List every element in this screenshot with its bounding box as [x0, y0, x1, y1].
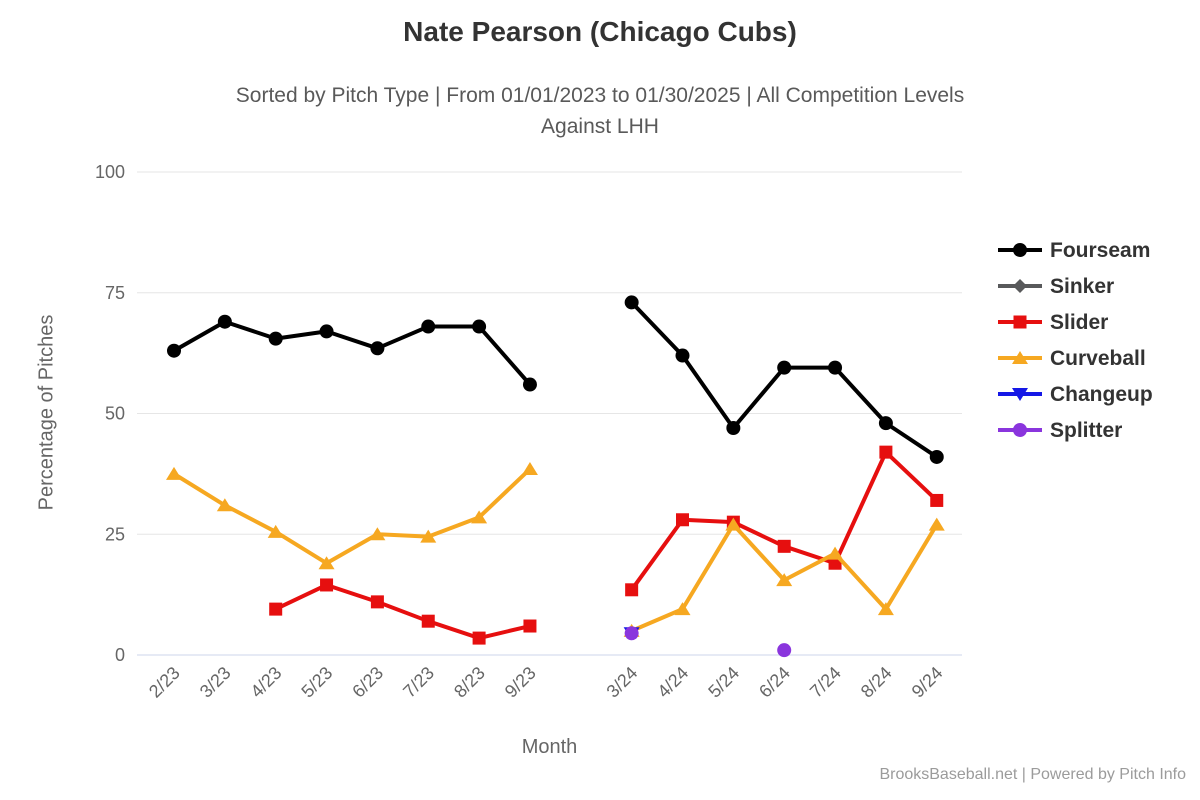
fourseam-point-9/24[interactable]	[929, 449, 944, 464]
splitter-point-6/24[interactable]	[777, 643, 792, 658]
splitter-legend-marker[interactable]	[1013, 423, 1027, 437]
slider-point-6/23[interactable]	[370, 595, 384, 609]
curveball-point-9/23[interactable]	[521, 462, 538, 476]
legend-label-curveball: Curveball	[1050, 347, 1146, 370]
fourseam-point-5/23[interactable]	[319, 324, 334, 339]
chart-subtitle-line1: Sorted by Pitch Type | From 01/01/2023 t…	[235, 84, 965, 107]
fourseam-point-8/24[interactable]	[878, 416, 893, 431]
legend-item-curveball[interactable]: Curveball	[998, 347, 1146, 370]
x-tick-label: 6/23	[348, 663, 387, 702]
legend-item-splitter[interactable]: Splitter	[998, 419, 1122, 442]
x-tick-label: 7/24	[806, 663, 845, 702]
slider-line	[273, 582, 532, 641]
x-tick-label: 9/24	[908, 663, 947, 702]
x-tick-label: 3/24	[603, 663, 642, 702]
curveball-point-4/24[interactable]	[674, 602, 691, 616]
x-tick-label: 5/24	[704, 663, 743, 702]
fourseam-point-2/23[interactable]	[167, 343, 181, 358]
legend-label-sinker: Sinker	[1050, 275, 1114, 298]
legend-item-changeup[interactable]: Changeup	[998, 383, 1153, 406]
credit-text: BrooksBaseball.net | Powered by Pitch In…	[879, 766, 1186, 783]
x-tick-label: 6/24	[755, 663, 794, 702]
fourseam-point-9/23[interactable]	[522, 377, 537, 392]
slider-point-9/23[interactable]	[523, 619, 537, 633]
x-tick-label: 8/24	[857, 663, 896, 702]
fourseam-point-8/23[interactable]	[472, 319, 487, 334]
curveball-line	[172, 467, 532, 566]
curveball-point-9/24[interactable]	[928, 517, 945, 531]
sinker-legend-marker[interactable]	[1013, 279, 1027, 293]
fourseam-point-4/24[interactable]	[675, 348, 690, 363]
y-tick-label: 0	[115, 645, 125, 665]
series-curveball	[166, 462, 945, 637]
curveball-point-7/23[interactable]	[420, 529, 437, 543]
x-axis-title: Month	[521, 736, 578, 758]
legend-label-changeup: Changeup	[1050, 383, 1153, 406]
series-slider	[269, 445, 944, 645]
legend-label-splitter: Splitter	[1050, 419, 1122, 442]
curveball-legend-marker[interactable]	[1012, 351, 1028, 364]
x-tick-label: 4/23	[247, 663, 286, 702]
series-splitter	[624, 626, 792, 658]
fourseam-point-6/23[interactable]	[370, 341, 385, 356]
fourseam-point-3/24[interactable]	[624, 295, 639, 310]
fourseam-point-7/24[interactable]	[828, 360, 843, 375]
curveball-point-8/24[interactable]	[877, 602, 894, 616]
fourseam-point-4/23[interactable]	[268, 331, 283, 346]
y-tick-label: 50	[105, 404, 125, 424]
x-tick-label: 2/23	[145, 663, 184, 702]
y-tick-label: 100	[95, 162, 125, 182]
slider-point-7/23[interactable]	[421, 614, 435, 628]
curveball-point-4/23[interactable]	[267, 524, 284, 538]
slider-point-4/24[interactable]	[676, 513, 689, 527]
x-tick-label: 7/23	[399, 663, 438, 702]
changeup-legend-marker[interactable]	[1012, 388, 1028, 401]
fourseam-point-6/24[interactable]	[777, 360, 792, 375]
y-tick-label: 25	[105, 524, 125, 544]
curveball-point-6/24[interactable]	[776, 573, 793, 587]
fourseam-line	[629, 300, 939, 459]
slider-point-5/23[interactable]	[320, 578, 334, 592]
curveball-point-6/23[interactable]	[369, 527, 386, 541]
x-tick-label: 3/23	[196, 663, 235, 702]
legend-item-fourseam[interactable]: Fourseam	[998, 239, 1150, 262]
fourseam-point-7/23[interactable]	[421, 319, 436, 334]
slider-legend-marker[interactable]	[1013, 315, 1027, 329]
legend-item-slider[interactable]: Slider	[998, 311, 1108, 334]
chart-title: Nate Pearson (Chicago Cubs)	[403, 16, 797, 47]
legend-item-sinker[interactable]: Sinker	[998, 275, 1114, 298]
curveball-point-3/23[interactable]	[216, 498, 233, 512]
chart-subtitle-line2: Against LHH	[541, 115, 659, 138]
legend-label-slider: Slider	[1050, 311, 1108, 334]
curveball-point-5/24[interactable]	[725, 517, 742, 531]
y-axis-title: Percentage of Pitches	[35, 314, 58, 511]
slider-point-8/24[interactable]	[879, 445, 893, 459]
slider-point-9/24[interactable]	[930, 493, 944, 507]
curveball-point-8/23[interactable]	[471, 510, 488, 524]
splitter-point-3/24[interactable]	[624, 626, 639, 641]
fourseam-line	[172, 319, 532, 387]
x-tick-label: 4/24	[653, 663, 692, 702]
fourseam-point-3/23[interactable]	[217, 314, 232, 329]
x-tick-label: 8/23	[450, 663, 489, 702]
curveball-point-7/24[interactable]	[827, 546, 844, 560]
y-tick-label: 75	[105, 283, 125, 303]
slider-point-4/23[interactable]	[269, 602, 283, 616]
fourseam-legend-marker[interactable]	[1013, 243, 1027, 257]
x-tick-label: 5/23	[297, 663, 336, 702]
series-fourseam	[167, 295, 944, 464]
slider-point-6/24[interactable]	[777, 539, 791, 553]
curveball-point-2/23[interactable]	[166, 466, 182, 480]
fourseam-point-5/24[interactable]	[726, 420, 741, 435]
slider-point-3/24[interactable]	[625, 583, 639, 597]
slider-point-8/23[interactable]	[472, 631, 486, 645]
curveball-point-5/23[interactable]	[318, 556, 335, 570]
legend-label-fourseam: Fourseam	[1050, 239, 1150, 262]
x-tick-label: 9/23	[501, 663, 540, 702]
